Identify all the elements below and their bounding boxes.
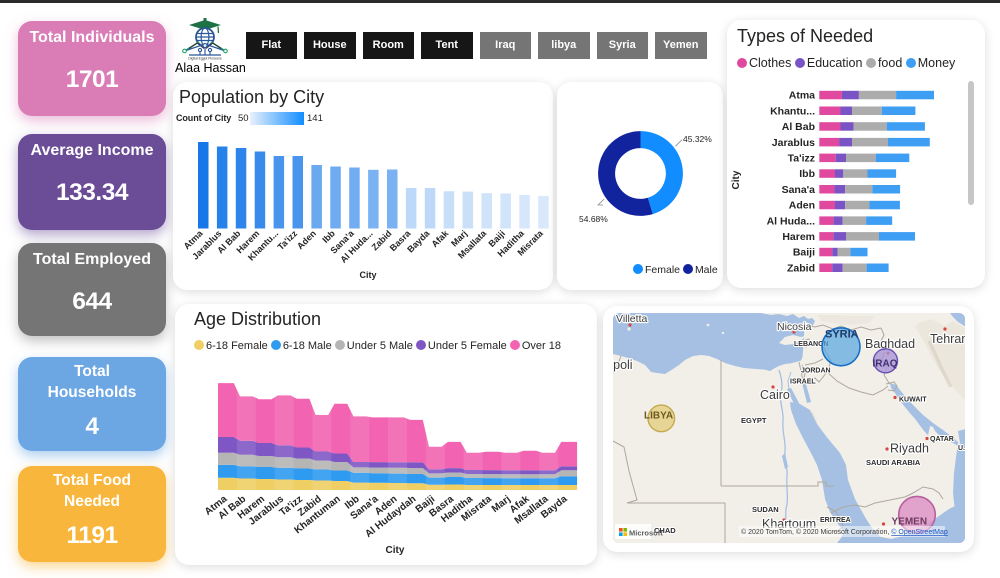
svg-text:KUWAIT: KUWAIT — [899, 397, 927, 404]
svg-text:Tripoli: Tripoli — [613, 358, 633, 372]
svg-text:SYRIA: SYRIA — [825, 329, 859, 341]
svg-text:Marj: Marj — [490, 494, 513, 515]
svg-text:Afak: Afak — [429, 228, 451, 250]
svg-text:Riyadh: Riyadh — [890, 442, 929, 456]
svg-text:© 2020 TomTom, © 2020 Microsof: © 2020 TomTom, © 2020 Microsoft Corporat… — [741, 528, 948, 536]
svg-text:Zabid: Zabid — [787, 262, 815, 274]
svg-text:54.68%: 54.68% — [579, 214, 608, 224]
svg-text:Aden: Aden — [789, 200, 815, 212]
svg-text:City: City — [386, 545, 405, 556]
svg-text:IRAQ: IRAQ — [872, 359, 897, 370]
svg-text:JORDAN: JORDAN — [801, 368, 831, 375]
svg-text:Ibb: Ibb — [799, 168, 815, 180]
svg-text:Tehran: Tehran — [930, 332, 965, 346]
svg-text:Cairo: Cairo — [760, 388, 790, 402]
svg-text:Ta'izz: Ta'izz — [788, 153, 815, 165]
svg-text:Atma: Atma — [789, 90, 815, 102]
svg-text:Al Huda...: Al Huda... — [767, 215, 816, 227]
svg-text:Khantu...: Khantu... — [770, 105, 815, 117]
svg-text:LEBANON: LEBANON — [794, 341, 829, 348]
svg-text:45.32%: 45.32% — [683, 134, 712, 144]
svg-text:Jarablus: Jarablus — [772, 137, 815, 149]
svg-text:SUDAN: SUDAN — [752, 505, 779, 514]
svg-text:Aden: Aden — [295, 228, 318, 251]
svg-text:Sana'a: Sana'a — [782, 184, 816, 196]
svg-text:Microsoft: Microsoft — [629, 529, 663, 538]
svg-text:City: City — [359, 270, 376, 280]
svg-text:ERITREA: ERITREA — [820, 517, 851, 524]
svg-text:ISRAEL: ISRAEL — [790, 379, 816, 386]
svg-text:CHAD: CHAD — [654, 526, 676, 535]
svg-text:YEMEN: YEMEN — [891, 517, 927, 528]
svg-text:Baiji: Baiji — [793, 247, 815, 259]
svg-text:U...: U... — [958, 445, 965, 452]
svg-text:Bayda: Bayda — [405, 228, 432, 255]
svg-text:Ta'izz: Ta'izz — [276, 228, 300, 252]
svg-text:Baghdad: Baghdad — [865, 337, 915, 351]
svg-text:Nicosia: Nicosia — [777, 321, 812, 333]
svg-text:LIBYA: LIBYA — [644, 411, 673, 422]
svg-text:Harem: Harem — [782, 231, 815, 243]
svg-text:QATAR: QATAR — [930, 436, 954, 443]
svg-text:EGYPT: EGYPT — [741, 416, 767, 425]
svg-text:SAUDI ARABIA: SAUDI ARABIA — [866, 458, 921, 467]
svg-text:City: City — [731, 170, 742, 189]
svg-text:Digital Egypt Pioneers: Digital Egypt Pioneers — [188, 57, 222, 61]
svg-text:Al Bab: Al Bab — [782, 121, 815, 133]
svg-text:Villetta: Villetta — [616, 313, 647, 325]
